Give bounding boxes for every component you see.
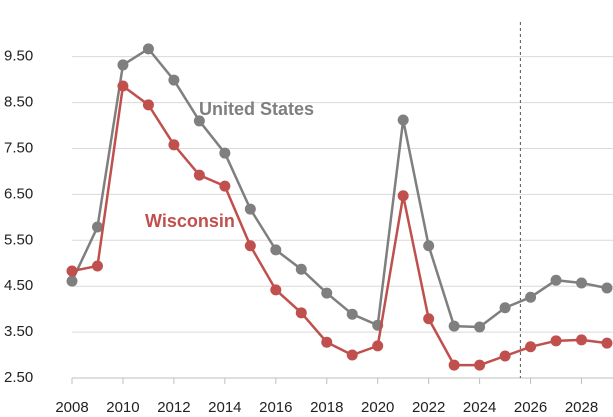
marker bbox=[321, 287, 333, 299]
marker bbox=[193, 115, 205, 127]
marker bbox=[270, 284, 282, 296]
marker bbox=[601, 337, 613, 349]
y-tick-label: 4.50 bbox=[4, 277, 33, 294]
marker bbox=[550, 335, 562, 347]
series-line bbox=[71, 83, 608, 367]
marker bbox=[499, 302, 511, 314]
marker bbox=[295, 307, 307, 319]
y-tick-label: 5.50 bbox=[4, 231, 33, 248]
marker bbox=[576, 277, 588, 289]
marker bbox=[142, 43, 154, 55]
series-label: Wisconsin bbox=[145, 211, 235, 231]
marker bbox=[423, 313, 435, 325]
marker bbox=[295, 263, 307, 275]
marker bbox=[423, 240, 435, 252]
marker bbox=[66, 265, 78, 277]
marker bbox=[346, 349, 358, 361]
marker bbox=[346, 308, 358, 320]
marker bbox=[448, 320, 460, 332]
marker bbox=[193, 169, 205, 181]
marker bbox=[66, 275, 78, 287]
x-tick-label: 2018 bbox=[310, 399, 343, 416]
x-tick-label: 2008 bbox=[55, 399, 88, 416]
x-tick-label: 2010 bbox=[106, 399, 139, 416]
x-tick-label: 2028 bbox=[565, 399, 598, 416]
x-tick-label: 2016 bbox=[259, 399, 292, 416]
x-tick-label: 2024 bbox=[463, 399, 496, 416]
y-tick-label: 2.50 bbox=[4, 369, 33, 386]
marker bbox=[550, 274, 562, 286]
marker bbox=[244, 203, 256, 215]
marker bbox=[168, 74, 180, 86]
marker bbox=[601, 282, 613, 294]
x-tick-label: 2012 bbox=[157, 399, 190, 416]
y-tick-label: 9.50 bbox=[4, 48, 33, 65]
marker bbox=[244, 240, 256, 252]
y-tick-label: 6.50 bbox=[4, 185, 33, 202]
marker bbox=[448, 359, 460, 371]
marker bbox=[117, 59, 129, 71]
series-line bbox=[70, 47, 608, 329]
series-label: United States bbox=[199, 99, 314, 119]
marker bbox=[117, 80, 129, 92]
marker bbox=[474, 359, 486, 371]
x-tick-label: 2020 bbox=[361, 399, 394, 416]
x-tick-label: 2022 bbox=[412, 399, 445, 416]
marker bbox=[270, 244, 282, 256]
marker bbox=[397, 114, 409, 126]
marker bbox=[219, 147, 231, 159]
marker bbox=[525, 291, 537, 303]
x-tick-label: 2026 bbox=[514, 399, 547, 416]
marker bbox=[91, 260, 103, 272]
marker bbox=[397, 190, 409, 202]
marker bbox=[525, 341, 537, 353]
marker bbox=[372, 340, 384, 352]
marker bbox=[321, 336, 333, 348]
marker bbox=[499, 350, 511, 362]
marker bbox=[91, 221, 103, 233]
marker bbox=[219, 180, 231, 192]
y-tick-label: 8.50 bbox=[4, 94, 33, 111]
y-tick-label: 7.50 bbox=[4, 139, 33, 156]
marker bbox=[142, 99, 154, 111]
marker bbox=[474, 321, 486, 333]
marker bbox=[576, 334, 588, 346]
x-tick-label: 2014 bbox=[208, 399, 241, 416]
y-tick-label: 3.50 bbox=[4, 323, 33, 340]
marker bbox=[168, 139, 180, 151]
